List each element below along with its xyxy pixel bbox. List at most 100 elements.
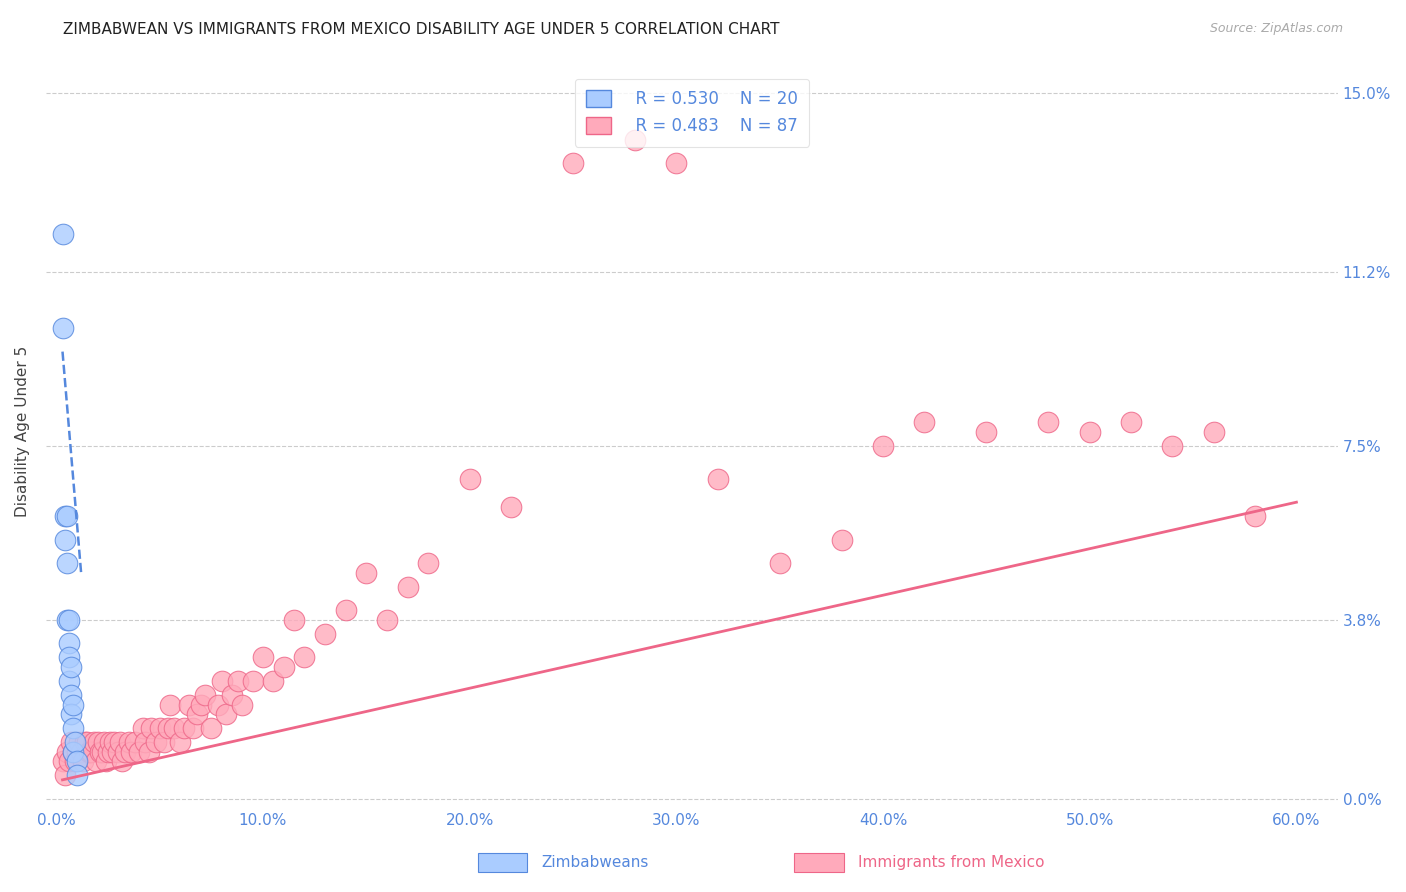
Point — [190, 698, 212, 712]
Point — [976, 425, 998, 439]
Point — [58, 754, 80, 768]
Point — [706, 472, 728, 486]
Point — [98, 735, 121, 749]
Point — [1119, 415, 1142, 429]
Point — [211, 673, 233, 688]
Point — [66, 745, 89, 759]
Point — [499, 500, 522, 514]
Text: Zimbabweans: Zimbabweans — [541, 855, 648, 870]
Point — [53, 533, 76, 547]
Legend:   R = 0.530    N = 20,   R = 0.483    N = 87: R = 0.530 N = 20, R = 0.483 N = 87 — [575, 78, 808, 146]
Point — [103, 735, 125, 749]
Point — [262, 673, 284, 688]
Point — [62, 745, 84, 759]
Point — [110, 735, 132, 749]
Point — [177, 698, 200, 712]
Point — [128, 745, 150, 759]
Point — [665, 156, 688, 170]
Point — [59, 735, 82, 749]
Point — [215, 706, 238, 721]
Point — [207, 698, 229, 712]
Point — [335, 603, 357, 617]
Point — [63, 754, 86, 768]
Y-axis label: Disability Age Under 5: Disability Age Under 5 — [15, 346, 30, 517]
Point — [59, 706, 82, 721]
Point — [912, 415, 935, 429]
Point — [93, 735, 115, 749]
Point — [200, 721, 222, 735]
Point — [67, 735, 90, 749]
Point — [292, 650, 315, 665]
Point — [111, 754, 134, 768]
Point — [90, 745, 112, 759]
Point — [1038, 415, 1060, 429]
Point — [101, 745, 124, 759]
Point — [72, 754, 94, 768]
Point — [624, 133, 647, 147]
Point — [59, 688, 82, 702]
Point — [63, 735, 86, 749]
Point — [53, 509, 76, 524]
Point — [872, 439, 894, 453]
Point — [58, 673, 80, 688]
Point — [375, 613, 398, 627]
Point — [51, 754, 73, 768]
Point — [89, 745, 111, 759]
Point — [221, 688, 243, 702]
Point — [1161, 439, 1184, 453]
Point — [55, 745, 77, 759]
Point — [159, 698, 181, 712]
Point — [55, 557, 77, 571]
Point — [62, 745, 84, 759]
Point — [79, 745, 101, 759]
Point — [231, 698, 253, 712]
Point — [562, 156, 585, 170]
Point — [53, 768, 76, 782]
Point — [769, 557, 792, 571]
Point — [75, 735, 97, 749]
Point — [283, 613, 305, 627]
Point — [114, 745, 136, 759]
Point — [84, 754, 107, 768]
Point — [141, 721, 163, 735]
Point — [58, 650, 80, 665]
Point — [831, 533, 853, 547]
Point — [134, 735, 156, 749]
Text: ZIMBABWEAN VS IMMIGRANTS FROM MEXICO DISABILITY AGE UNDER 5 CORRELATION CHART: ZIMBABWEAN VS IMMIGRANTS FROM MEXICO DIS… — [63, 22, 780, 37]
Point — [273, 660, 295, 674]
Point — [169, 735, 191, 749]
Point — [80, 745, 103, 759]
Point — [51, 321, 73, 335]
Point — [117, 735, 139, 749]
Point — [418, 557, 440, 571]
Point — [252, 650, 274, 665]
Point — [55, 613, 77, 627]
Point — [76, 735, 98, 749]
Point — [59, 660, 82, 674]
Point — [58, 636, 80, 650]
Text: Source: ZipAtlas.com: Source: ZipAtlas.com — [1209, 22, 1343, 36]
Point — [62, 698, 84, 712]
Point — [70, 745, 93, 759]
Point — [156, 721, 179, 735]
Point — [83, 735, 105, 749]
Point — [152, 735, 174, 749]
Point — [132, 721, 155, 735]
Point — [181, 721, 204, 735]
Point — [66, 768, 89, 782]
Point — [94, 754, 117, 768]
Point — [356, 566, 378, 580]
Point — [458, 472, 481, 486]
Point — [55, 509, 77, 524]
Point — [173, 721, 195, 735]
Point — [97, 745, 120, 759]
Point — [163, 721, 186, 735]
Point — [58, 613, 80, 627]
Point — [314, 627, 336, 641]
Point — [242, 673, 264, 688]
Point — [186, 706, 208, 721]
Point — [149, 721, 172, 735]
Point — [120, 745, 142, 759]
Point — [194, 688, 217, 702]
Point — [51, 227, 73, 241]
